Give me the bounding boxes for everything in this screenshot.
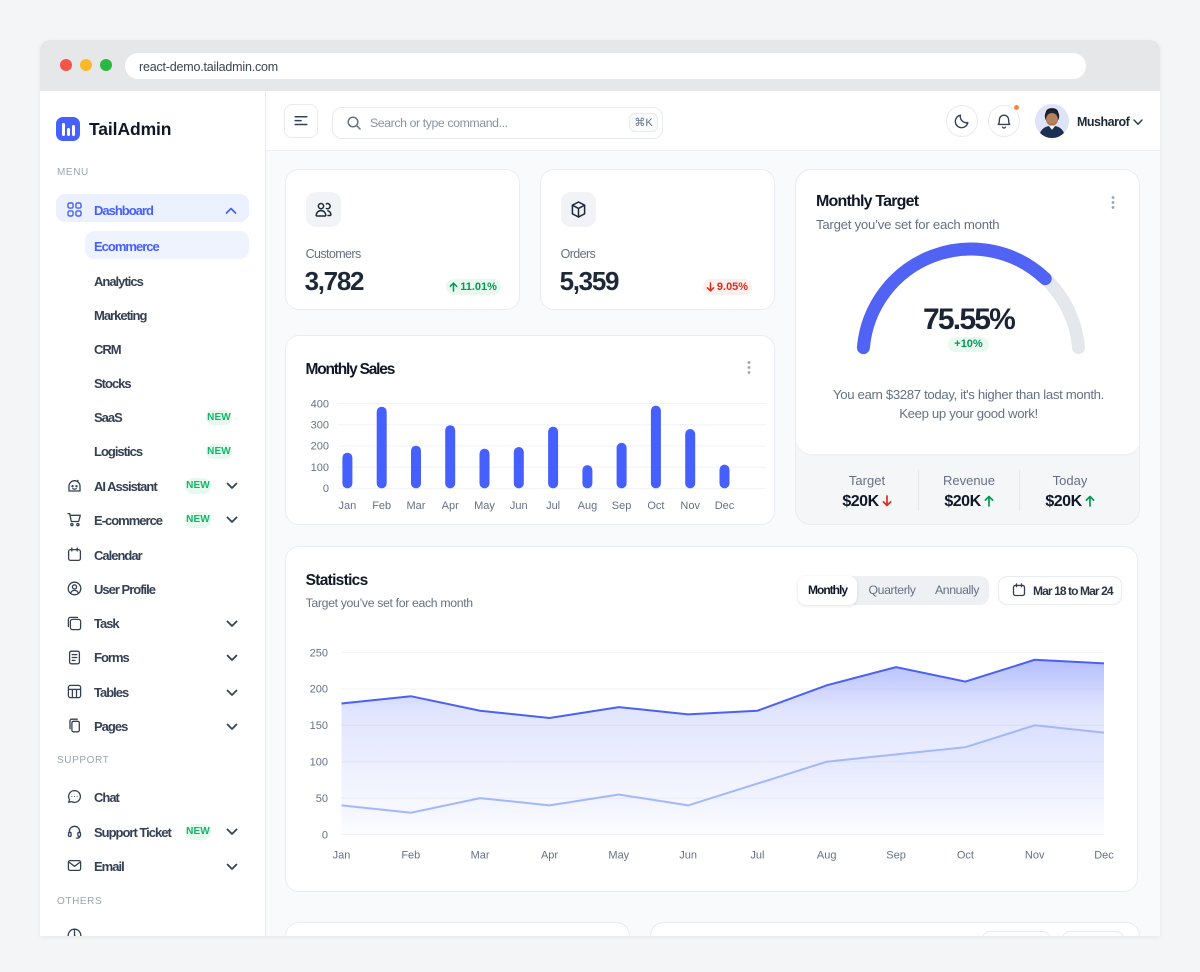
svg-text:May: May (474, 500, 495, 512)
svg-text:Jul: Jul (546, 500, 560, 512)
svg-text:200: 200 (310, 684, 328, 696)
svg-text:Sep: Sep (886, 850, 906, 862)
svg-text:200: 200 (311, 441, 329, 453)
svg-text:Jun: Jun (510, 500, 528, 512)
svg-text:Aug: Aug (578, 500, 598, 512)
svg-text:50: 50 (316, 793, 328, 805)
svg-text:Mar: Mar (471, 850, 490, 862)
svg-text:May: May (608, 850, 629, 862)
svg-text:Jan: Jan (339, 500, 357, 512)
svg-text:Oct: Oct (957, 850, 974, 862)
svg-text:0: 0 (323, 483, 329, 495)
svg-text:Jun: Jun (679, 850, 697, 862)
svg-text:Feb: Feb (372, 500, 391, 512)
svg-text:Jul: Jul (750, 850, 764, 862)
svg-text:Apr: Apr (442, 500, 459, 512)
svg-text:Dec: Dec (715, 500, 735, 512)
svg-text:Mar: Mar (407, 500, 426, 512)
svg-text:Jan: Jan (333, 850, 351, 862)
svg-text:250: 250 (310, 647, 328, 659)
svg-text:Aug: Aug (817, 850, 837, 862)
svg-text:Apr: Apr (541, 850, 558, 862)
svg-text:Nov: Nov (680, 500, 700, 512)
svg-text:Sep: Sep (612, 500, 632, 512)
svg-text:Dec: Dec (1094, 850, 1114, 862)
svg-text:Oct: Oct (647, 500, 664, 512)
svg-text:Feb: Feb (401, 850, 420, 862)
svg-text:400: 400 (311, 398, 329, 410)
svg-text:Nov: Nov (1025, 850, 1045, 862)
svg-text:300: 300 (311, 420, 329, 432)
svg-text:100: 100 (310, 757, 328, 769)
svg-text:100: 100 (311, 462, 329, 474)
svg-text:150: 150 (310, 720, 328, 732)
svg-text:0: 0 (322, 829, 328, 841)
